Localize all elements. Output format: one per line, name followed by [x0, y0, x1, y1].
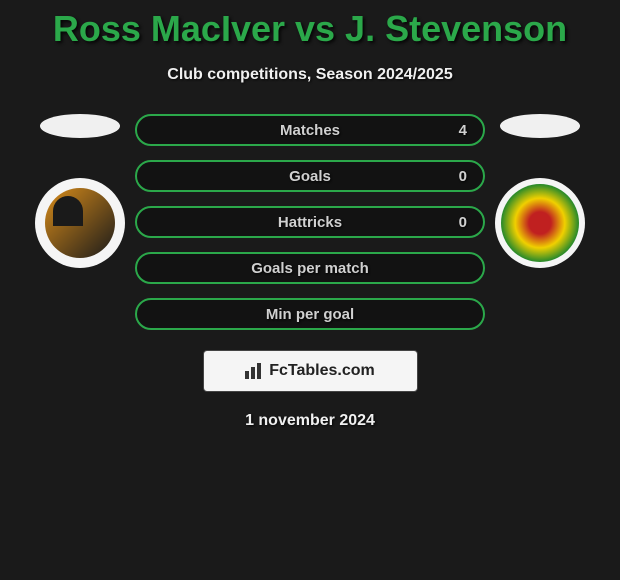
right-player-col — [485, 114, 595, 268]
date-label: 1 november 2024 — [0, 412, 620, 430]
content-row: Matches 4 Goals 0 Hattricks 0 Goals per … — [0, 114, 620, 330]
crest-right-icon — [501, 184, 579, 262]
stat-value: 4 — [459, 122, 467, 139]
page-title: Ross MacIver vs J. Stevenson — [0, 8, 620, 50]
stat-value: 0 — [459, 168, 467, 185]
club-crest-right — [495, 178, 585, 268]
stat-row-hattricks: Hattricks 0 — [135, 206, 485, 238]
left-player-col — [25, 114, 135, 268]
stat-value: 0 — [459, 214, 467, 231]
player-oval-left — [40, 114, 120, 138]
fctables-logo[interactable]: FcTables.com — [203, 350, 418, 392]
club-crest-left — [35, 178, 125, 268]
bar-chart-icon — [245, 363, 265, 379]
player-oval-right — [500, 114, 580, 138]
main-container: Ross MacIver vs J. Stevenson Club compet… — [0, 0, 620, 430]
stat-row-min-per-goal: Min per goal — [135, 298, 485, 330]
logo-text: FcTables.com — [269, 362, 375, 380]
subtitle: Club competitions, Season 2024/2025 — [0, 66, 620, 84]
stat-row-goals: Goals 0 — [135, 160, 485, 192]
stat-label: Hattricks — [278, 214, 342, 231]
stat-label: Min per goal — [266, 306, 354, 323]
stat-row-matches: Matches 4 — [135, 114, 485, 146]
stat-row-goals-per-match: Goals per match — [135, 252, 485, 284]
stat-label: Goals — [289, 168, 331, 185]
stat-label: Matches — [280, 122, 340, 139]
stats-column: Matches 4 Goals 0 Hattricks 0 Goals per … — [135, 114, 485, 330]
stat-label: Goals per match — [251, 260, 369, 277]
crest-left-icon — [45, 188, 115, 258]
